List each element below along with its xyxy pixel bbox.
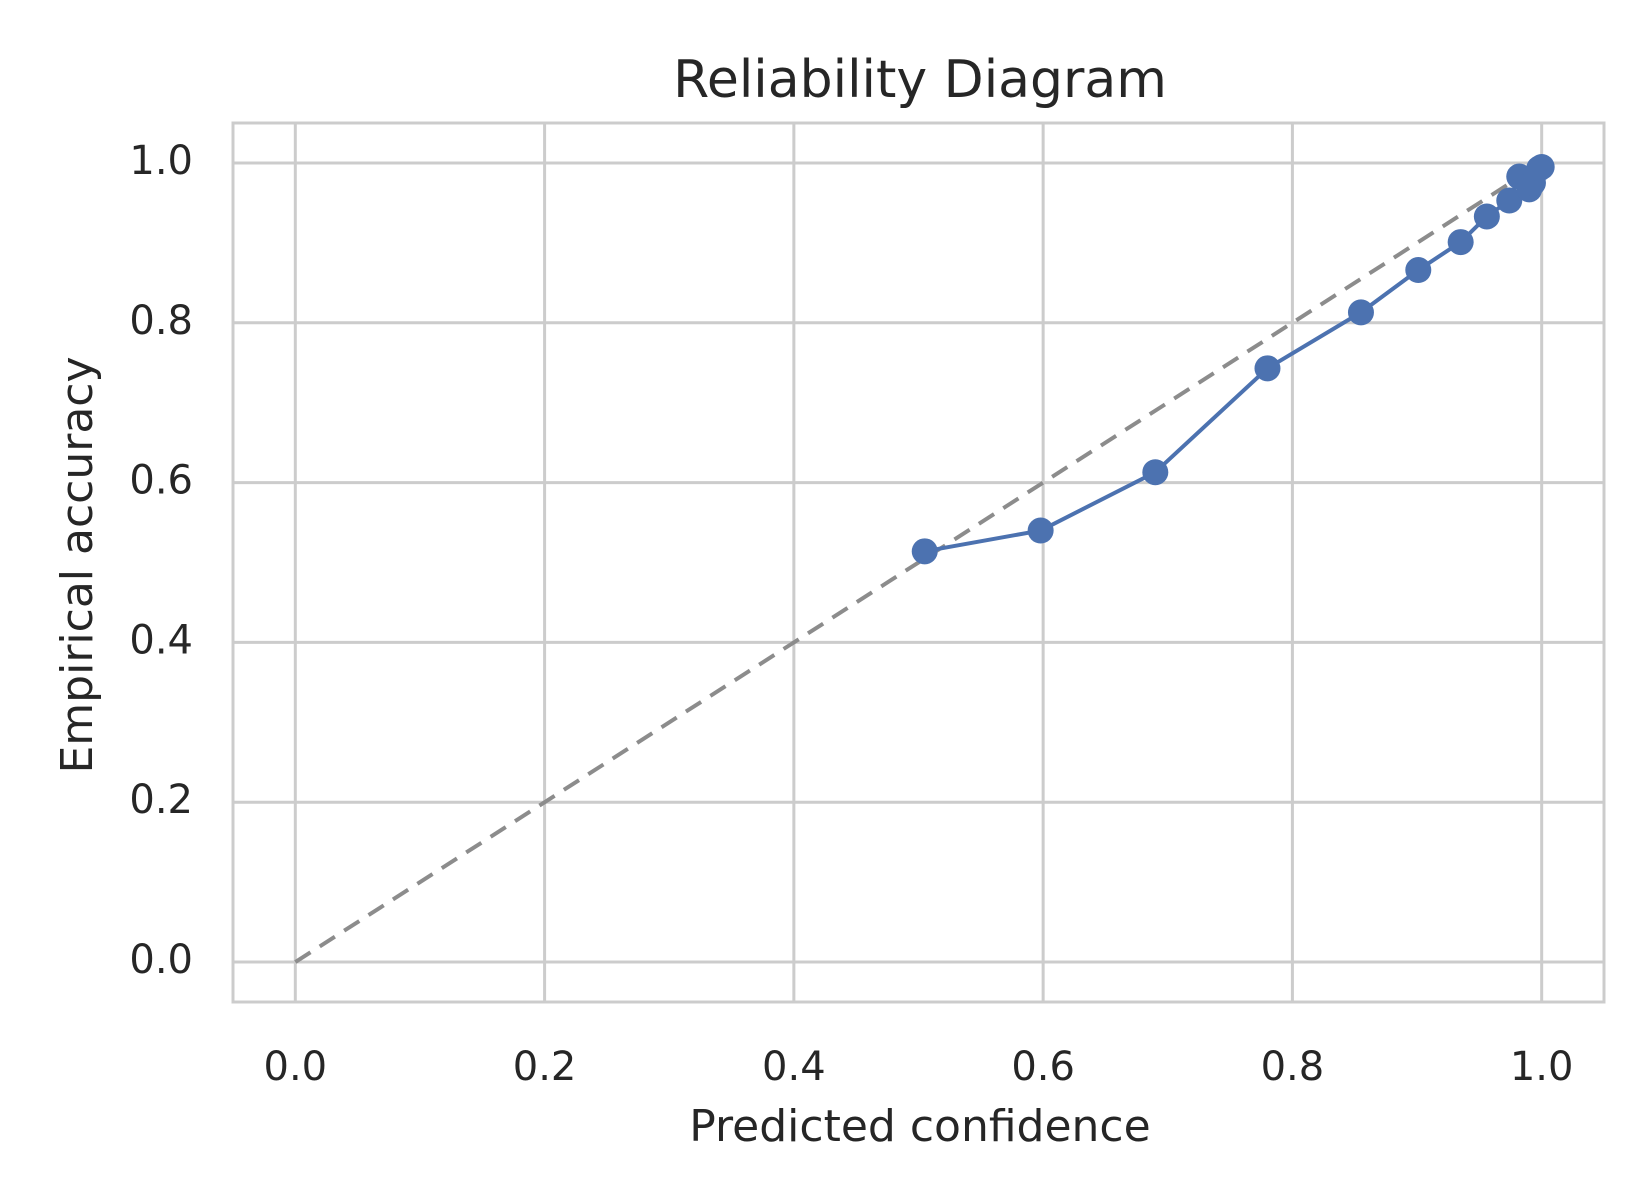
data-point <box>1496 187 1523 214</box>
plot-area-frame <box>231 121 1606 1004</box>
y-tick-label: 1.0 <box>129 138 193 184</box>
y-tick-label: 0.8 <box>129 298 193 344</box>
data-point <box>1528 153 1555 180</box>
calibration-series <box>911 153 1555 565</box>
y-tick-label: 0.6 <box>129 458 193 504</box>
x-tick-label: 0.2 <box>513 1044 577 1090</box>
chart-title: Reliability Diagram <box>673 50 1167 110</box>
data-point <box>1142 459 1169 486</box>
x-axis-ticks: 0.0 0.2 0.4 0.6 0.8 1.0 <box>264 1044 1574 1090</box>
x-tick-label: 0.6 <box>1011 1044 1075 1090</box>
grid <box>233 123 1604 1002</box>
x-tick-label: 0.0 <box>264 1044 328 1090</box>
y-tick-label: 0.4 <box>129 617 193 663</box>
data-point <box>1447 229 1474 256</box>
data-point <box>1347 299 1374 326</box>
data-point <box>1027 517 1054 544</box>
x-tick-label: 1.0 <box>1510 1044 1574 1090</box>
x-axis-label: Predicted confidence <box>689 1101 1150 1152</box>
data-point <box>1254 355 1281 382</box>
data-point <box>1405 257 1432 284</box>
y-axis-label: Empirical accuracy <box>52 356 103 773</box>
x-tick-label: 0.4 <box>762 1044 826 1090</box>
x-tick-label: 0.8 <box>1261 1044 1325 1090</box>
y-tick-label: 0.0 <box>129 937 193 983</box>
y-tick-label: 0.2 <box>129 777 193 823</box>
data-point <box>1473 203 1500 230</box>
data-point <box>911 538 938 565</box>
y-axis-ticks: 0.0 0.2 0.4 0.6 0.8 1.0 <box>129 138 193 983</box>
